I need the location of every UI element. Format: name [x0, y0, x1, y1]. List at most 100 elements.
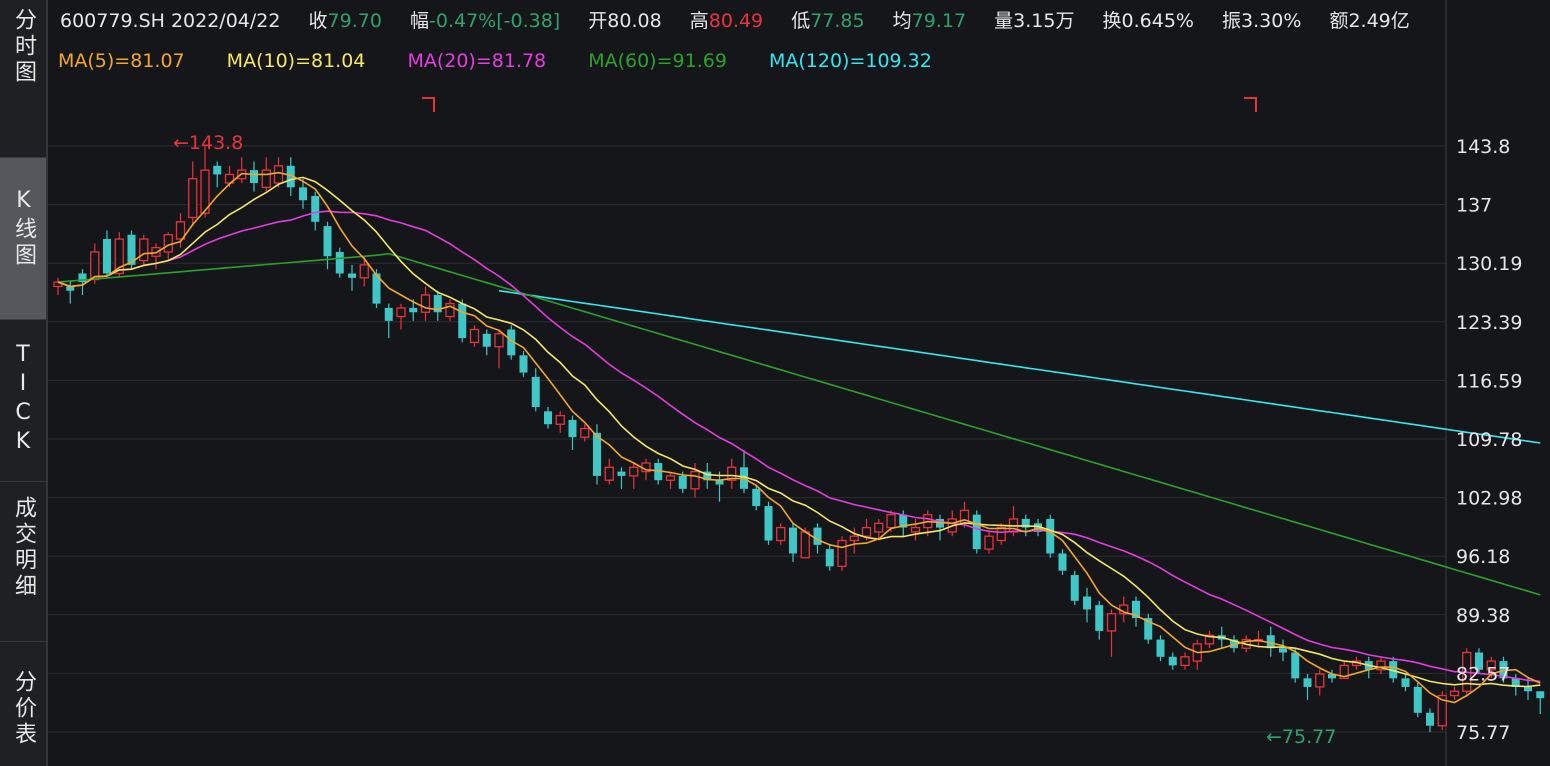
candle [469, 325, 480, 347]
legend-ma10: MA(10)=81.04 [226, 50, 366, 72]
candle [1083, 587, 1091, 623]
turnover-value: 0.645% [1121, 10, 1194, 32]
candle-body [984, 535, 994, 550]
candle [66, 280, 75, 304]
y-tick-label: 143.8 [1456, 136, 1510, 158]
candle-body [213, 165, 222, 175]
candle [482, 329, 491, 356]
legend-ma120: MA(120)=109.32 [768, 50, 932, 72]
amount-label: 额 [1329, 10, 1349, 32]
high-label: 高 [689, 10, 709, 32]
amount-value: 2.49亿 [1348, 10, 1410, 32]
candle-body [1376, 660, 1386, 671]
candle [433, 290, 442, 321]
candle [458, 299, 467, 343]
candle [213, 161, 222, 188]
candle-body [593, 432, 601, 476]
ma20-line [57, 210, 1541, 683]
candle-body [1339, 664, 1349, 679]
candle [507, 325, 516, 360]
candle-body [1083, 596, 1091, 610]
tab-trade-detail[interactable]: 成交明细 [0, 482, 46, 642]
candle-body [494, 333, 504, 348]
tab-price-table-label: 分价表 [11, 670, 36, 748]
candle [654, 458, 663, 485]
candle [1389, 656, 1398, 683]
candle [972, 510, 981, 554]
candle-body [335, 251, 344, 274]
tab-fenshi[interactable]: 分时图 [0, 0, 46, 158]
candle-body [604, 466, 614, 481]
candle [1070, 570, 1079, 606]
candle-body [1413, 686, 1422, 713]
candle-body [348, 273, 356, 278]
candle [1413, 682, 1422, 718]
candle-body [936, 518, 944, 528]
tab-tick[interactable]: TICK [0, 320, 46, 482]
avg-label: 均 [892, 10, 912, 32]
candle [789, 523, 797, 563]
candle-body [1266, 635, 1275, 649]
candle-body [555, 414, 565, 425]
vol-label: 量 [994, 10, 1014, 32]
candle [1204, 630, 1215, 649]
candle [936, 514, 944, 541]
candle-body [1279, 648, 1287, 653]
candle-body [175, 221, 186, 240]
y-tick-label: 130.19 [1456, 253, 1522, 275]
candle-body [1401, 678, 1410, 687]
candle [1144, 613, 1153, 644]
candle [629, 462, 639, 489]
tab-kline[interactable]: K线图 [0, 158, 46, 320]
candle [1339, 661, 1349, 679]
candle [1499, 656, 1508, 683]
y-tick-label: 116.59 [1456, 370, 1522, 392]
candle-body [874, 522, 884, 533]
y-tick-label: 123.39 [1456, 312, 1522, 334]
candle-body [1426, 712, 1434, 726]
candle [1180, 652, 1190, 670]
candle [1475, 648, 1483, 675]
candle-body [1034, 523, 1042, 532]
candle-body [1095, 605, 1104, 631]
y-axis-ticks: 143.8 137 130.19 123.39 116.59 109.78 102.98 96… [1456, 136, 1522, 744]
candle [531, 368, 540, 412]
candle-body [384, 307, 393, 321]
candle [1046, 514, 1055, 558]
candle-body [800, 531, 810, 559]
candle-body [90, 251, 100, 281]
candle [299, 178, 307, 209]
candle-body [776, 526, 786, 542]
candle [53, 277, 63, 296]
candle-body [1449, 690, 1460, 697]
kline-chart[interactable]: 143.8 137 130.19 123.39 116.59 109.78 102.98 96… [48, 0, 1550, 766]
candle-body [200, 169, 210, 214]
max-price-label: ←143.8 [173, 132, 243, 154]
min-price-label: ←75.77 [1266, 726, 1336, 748]
ma5-line [57, 171, 1541, 704]
tab-price-table[interactable]: 分价表 [0, 642, 46, 766]
candle-body [678, 475, 687, 489]
candle-body [1058, 553, 1067, 571]
code-date: 600779.SH 2022/04/22 [60, 10, 281, 32]
candle [1401, 674, 1410, 692]
candle [420, 286, 431, 321]
candle [200, 146, 210, 218]
legend-ma20: MA(20)=81.78 [407, 50, 547, 72]
candle [910, 518, 921, 541]
candle-body [1144, 618, 1153, 640]
candle [139, 234, 149, 265]
candle [825, 544, 834, 571]
candle-body [66, 286, 75, 291]
y-tick-label: 109.78 [1456, 429, 1522, 451]
candle-body [163, 234, 173, 253]
candle-body [752, 488, 761, 507]
change-value: -0.47%[-0.38] [429, 10, 561, 32]
candle-body [507, 329, 516, 356]
y-tick-label: 82.57 [1456, 663, 1510, 685]
tab-kline-label: K线图 [11, 188, 36, 269]
candle-body [299, 187, 307, 201]
ma10-line [57, 176, 1541, 688]
candle-body [849, 535, 859, 542]
candle [1132, 596, 1140, 627]
